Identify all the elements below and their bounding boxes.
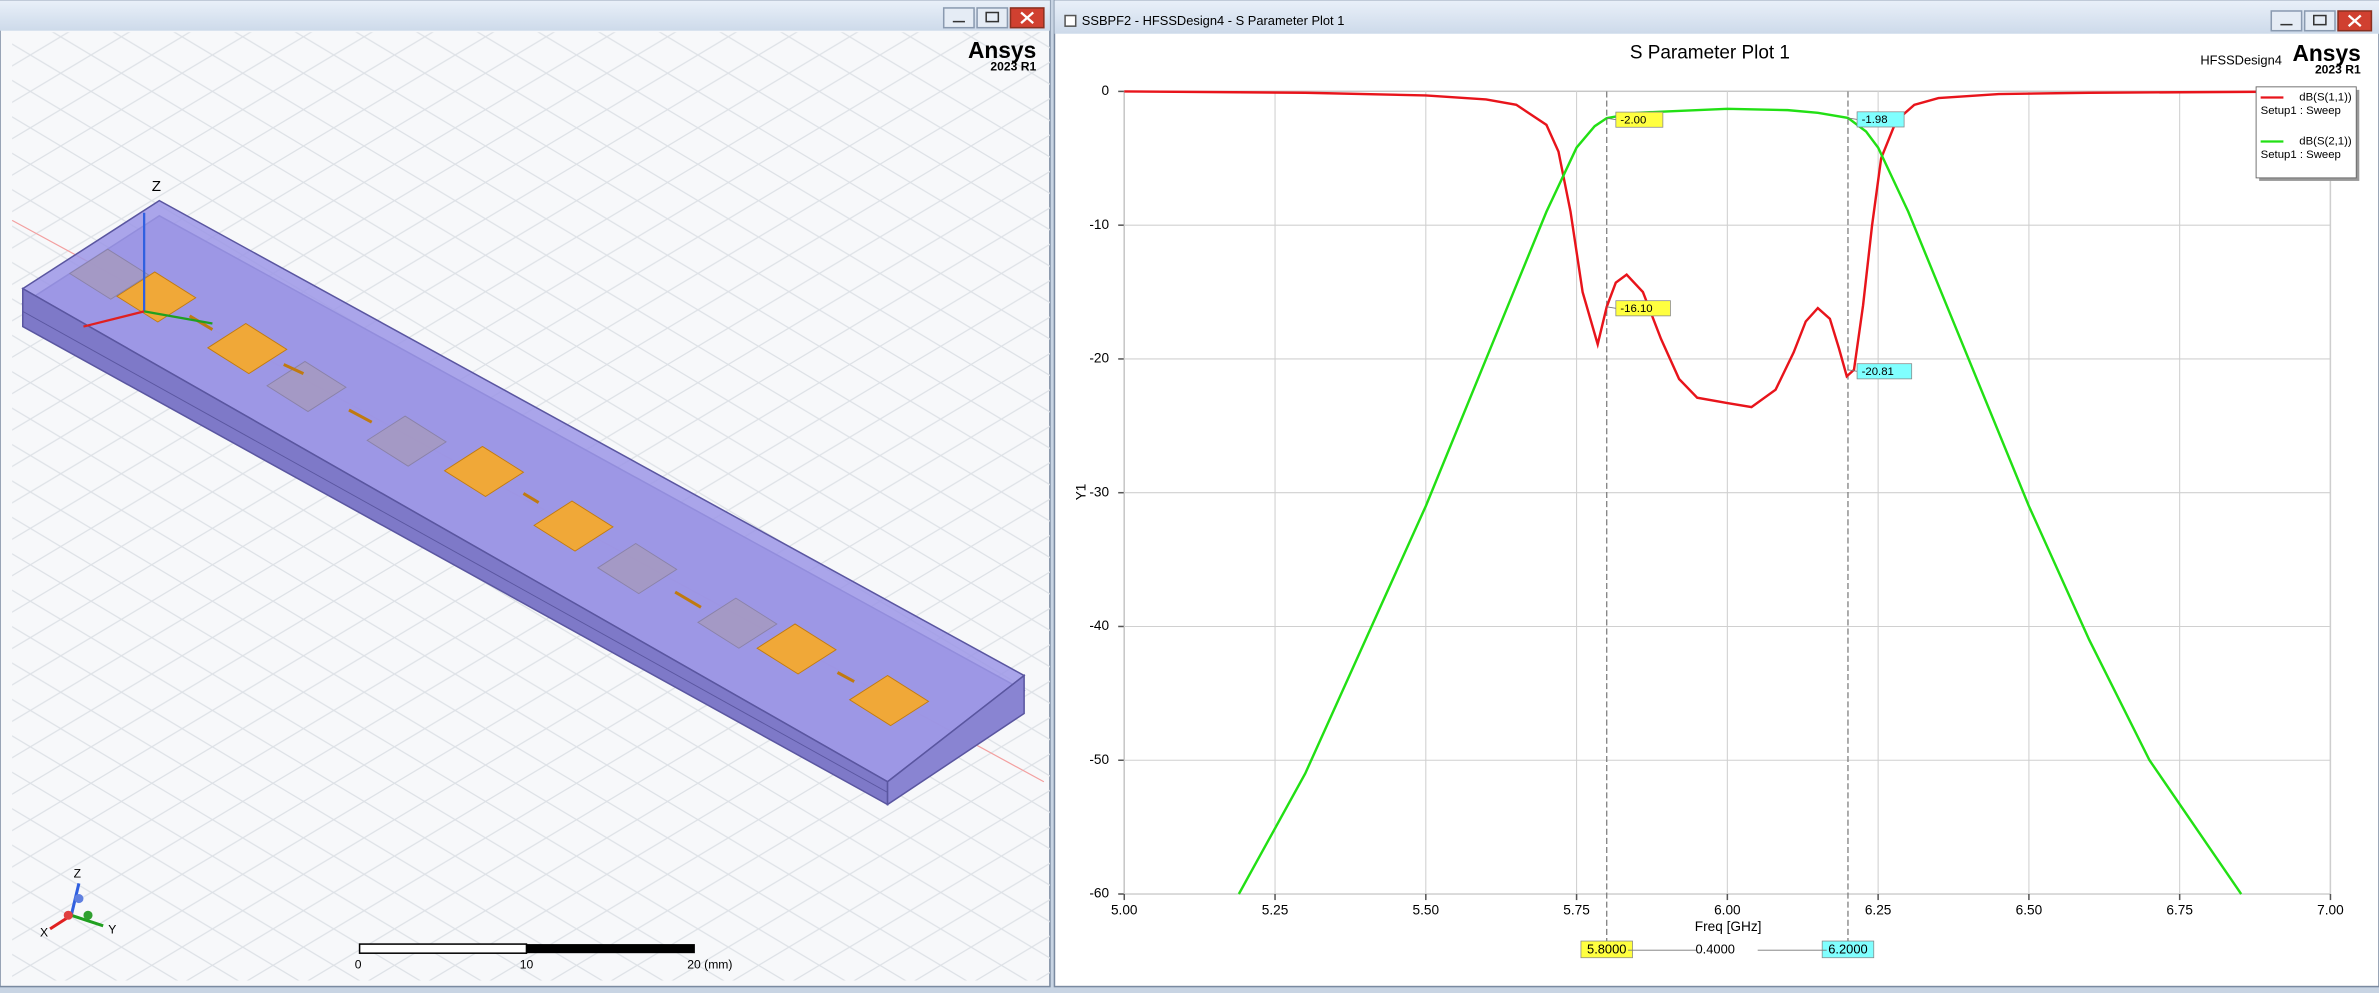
x-tick-label: 6.75: [2166, 902, 2193, 917]
plot-window: SSBPF2 - HFSSDesign4 - S Parameter Plot …: [1053, 0, 2379, 988]
modeler-window: Z Ansys 2023 R1 Z X Y 0 10 20 (mm): [0, 0, 1051, 988]
legend: [2255, 86, 2357, 179]
readout-box: [1615, 300, 1671, 317]
readout-label: -20.81: [1862, 366, 1894, 378]
y-tick-label: 0: [1101, 83, 1109, 98]
resonator-pads: [68, 248, 930, 727]
x-tick-label: 6.25: [1865, 902, 1892, 917]
y-tick-label: -50: [1089, 752, 1109, 767]
readout-leader: [1606, 117, 1616, 121]
pad: [756, 623, 837, 675]
series-line: [1237, 107, 2243, 895]
delta-bg: [1697, 941, 1758, 958]
brand: Ansys: [2292, 40, 2360, 66]
scale-label: 0: [355, 958, 362, 972]
readout-box: [1615, 111, 1664, 128]
x-axis-label: Freq [GHz]: [1695, 919, 1762, 934]
readout-leader: [1606, 306, 1616, 309]
readout-leader: [1847, 369, 1858, 372]
pad: [533, 500, 614, 552]
x-tick-label: 5.00: [1111, 902, 1138, 917]
marker-delta: 0.4000: [1696, 942, 1735, 957]
x-tick-label: 7.00: [2317, 902, 2344, 917]
readout-box: [1856, 111, 1905, 128]
pad: [443, 445, 525, 498]
triad-z: Z: [74, 866, 82, 880]
pad: [207, 322, 288, 375]
readout-label: -16.10: [1620, 303, 1652, 315]
readout-label: -1.98: [1862, 114, 1888, 126]
chart-title: S Parameter Plot 1: [1630, 42, 1790, 63]
legend-label: dB(S(2,1)): [2299, 135, 2352, 147]
title-bar: [0, 0, 1050, 31]
legend-label: dB(S(1,1)): [2299, 91, 2352, 103]
readout-label: -2.00: [1620, 114, 1646, 126]
y-tick-label: -30: [1089, 484, 1109, 499]
triad-x: X: [40, 926, 48, 940]
x-tick-label: 6.00: [1714, 902, 1741, 917]
feed-line: [348, 408, 373, 424]
legend-setup: Setup1 : Sweep: [2261, 149, 2341, 161]
feed-line: [674, 590, 702, 609]
y-tick-label: -10: [1089, 217, 1109, 232]
x-tick-label: 6.50: [2016, 902, 2043, 917]
triad-y: Y: [108, 923, 116, 937]
design-name: HFSSDesign4: [2200, 52, 2282, 67]
y-tick-label: -60: [1089, 886, 1109, 901]
feed-line: [836, 671, 855, 683]
series-line: [1124, 90, 2331, 409]
x-tick-label: 5.25: [1262, 902, 1289, 917]
pad-ghost: [596, 542, 678, 595]
x-tick-label: 5.50: [1413, 902, 1440, 917]
y-tick-label: -40: [1089, 618, 1109, 633]
y-axis-label: Y1: [1073, 484, 1088, 501]
marker-x-label: 6.2000: [1828, 942, 1867, 957]
pad: [115, 271, 197, 323]
readout-box: [1856, 363, 1913, 380]
model-axis-label: Z: [152, 178, 161, 195]
readout-leader: [1847, 117, 1858, 120]
scale-label: 20 (mm): [687, 958, 732, 972]
brand: Ansys: [968, 37, 1036, 63]
window-buttons[interactable]: [2270, 10, 2373, 32]
window-buttons[interactable]: [942, 7, 1045, 29]
chart: 0 -10 -20 -30 -40 -50 -605.00 5.25 5.50 5.75 6.00 6…: [1089, 83, 2360, 959]
feed-line: [188, 314, 214, 331]
feed-line: [522, 492, 540, 504]
y-tick-label: -20: [1089, 351, 1109, 366]
marker-x-label: 5.8000: [1587, 942, 1626, 957]
pad-ghost: [697, 597, 778, 649]
window-title: SSBPF2 - HFSSDesign4 - S Parameter Plot …: [1082, 13, 1345, 28]
feed-line: [283, 363, 305, 375]
version: 2023 R1: [990, 59, 1036, 73]
title-bar: [1054, 0, 2379, 34]
pad-ghost: [366, 415, 447, 467]
pad-ghost: [68, 248, 150, 300]
marker-x-box: [1821, 940, 1875, 959]
marker-x-box: [1580, 940, 1633, 959]
axis-triad: Z X Y: [40, 866, 116, 939]
legend-setup: Setup1 : Sweep: [2261, 105, 2341, 117]
x-tick-label: 5.75: [1563, 902, 1590, 917]
pad: [848, 674, 930, 727]
scale-bar: 0 10 20 (mm): [355, 943, 732, 972]
scale-label: 10: [520, 958, 534, 972]
version: 2023 R1: [2315, 62, 2361, 76]
